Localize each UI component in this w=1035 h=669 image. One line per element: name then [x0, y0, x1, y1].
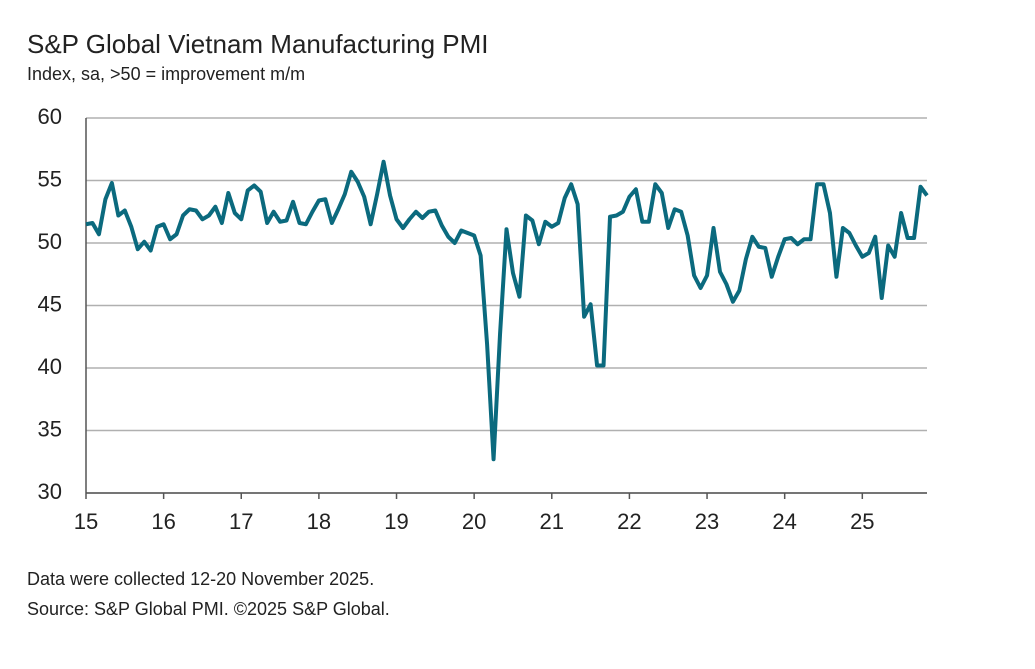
x-tick-label: 19	[384, 509, 408, 534]
x-tick-label: 17	[229, 509, 253, 534]
line	[85, 159, 929, 462]
y-tick-label: 30	[38, 479, 62, 504]
y-tick-label: 35	[38, 416, 62, 441]
x-tick-label: 18	[307, 509, 331, 534]
x-tick-label: 20	[462, 509, 486, 534]
note: Source: S&P Global PMI. ©2025 S&P Global…	[27, 599, 390, 619]
x-tick-label: 22	[617, 509, 641, 534]
x-tick-label: 15	[74, 509, 98, 534]
chart-title: S&P Global Vietnam Manufacturing PMI	[27, 29, 489, 59]
x-tick-label: 21	[540, 509, 564, 534]
y-tick-label: 40	[38, 354, 62, 379]
chart-subtitle: Index, sa, >50 = improvement m/m	[27, 64, 305, 84]
y-tick-label: 55	[38, 166, 62, 191]
note: Data were collected 12-20 November 2025.	[27, 569, 374, 589]
x-tick-label: 25	[850, 509, 874, 534]
y-tick-label: 50	[38, 229, 62, 254]
x-tick-label: 23	[695, 509, 719, 534]
x-tick-label: 16	[151, 509, 175, 534]
y-tick-label: 60	[38, 104, 62, 129]
x-tick-label: 24	[772, 509, 796, 534]
y-tick-label: 45	[38, 291, 62, 316]
